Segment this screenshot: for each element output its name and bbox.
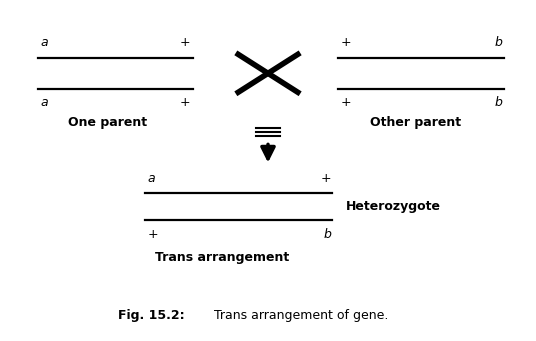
Text: b: b: [323, 228, 331, 241]
Text: b: b: [495, 96, 503, 109]
FancyArrowPatch shape: [262, 144, 274, 159]
Text: Trans arrangement of gene.: Trans arrangement of gene.: [206, 309, 389, 322]
Text: One parent: One parent: [68, 116, 147, 129]
Text: Heterozygote: Heterozygote: [346, 200, 441, 213]
Text: Fig. 15.2:: Fig. 15.2:: [118, 309, 184, 322]
Text: +: +: [321, 172, 331, 185]
Text: a: a: [40, 96, 48, 109]
Text: a: a: [40, 36, 48, 49]
Text: a: a: [147, 172, 155, 185]
Text: Trans arrangement: Trans arrangement: [155, 251, 289, 264]
Text: +: +: [147, 228, 158, 241]
Text: Other parent: Other parent: [370, 116, 461, 129]
Text: +: +: [340, 96, 351, 109]
Text: +: +: [180, 96, 190, 109]
Text: b: b: [495, 36, 503, 49]
Text: +: +: [180, 36, 190, 49]
Text: +: +: [340, 36, 351, 49]
